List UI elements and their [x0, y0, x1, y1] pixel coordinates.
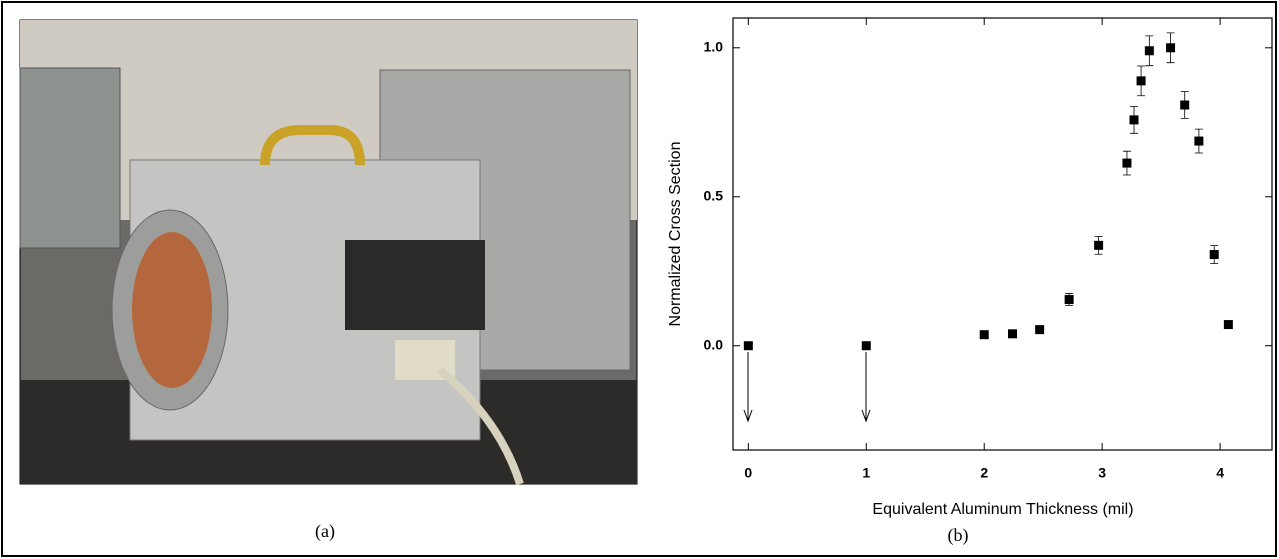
data-point [1144, 46, 1154, 56]
data-point [1064, 295, 1074, 305]
arrow-head [861, 409, 871, 423]
control-box [19, 67, 121, 249]
x-tick-label: 2 [980, 465, 988, 481]
y-tick-label: 0.5 [704, 187, 724, 203]
cable [437, 366, 524, 486]
y-tick-label: 0.0 [704, 336, 724, 352]
panel-label: (a) [315, 521, 335, 542]
y-axis-label: Normalized Cross Section [667, 142, 684, 327]
x-tick-label: 0 [744, 465, 752, 481]
data-point [1136, 76, 1146, 86]
data-point [1035, 325, 1045, 335]
x-tick-label: 1 [862, 465, 870, 481]
copper-window [132, 232, 212, 388]
data-point [1129, 115, 1139, 125]
x-tick-label: 4 [1216, 465, 1224, 481]
data-point [861, 341, 871, 351]
data-point [1094, 240, 1104, 250]
data-point [1180, 100, 1190, 110]
data-point [1223, 320, 1233, 330]
data-point [979, 330, 989, 340]
data-point [1209, 250, 1219, 260]
panel-label: (b) [948, 525, 969, 546]
data-point [1166, 43, 1176, 53]
data-point [1194, 136, 1204, 146]
data-point [1008, 329, 1018, 339]
plot-frame [732, 17, 1273, 451]
cabling [345, 240, 485, 330]
data-point [1122, 158, 1132, 168]
x-tick-label: 3 [1098, 465, 1106, 481]
y-tick-label: 1.0 [704, 38, 724, 54]
handle [260, 125, 365, 166]
data-point [743, 341, 753, 351]
x-axis-label: Equivalent Aluminum Thickness (mil) [872, 501, 1133, 518]
arrow-head [743, 409, 753, 423]
upper-limit-arrows [743, 352, 871, 423]
photo [19, 19, 638, 486]
